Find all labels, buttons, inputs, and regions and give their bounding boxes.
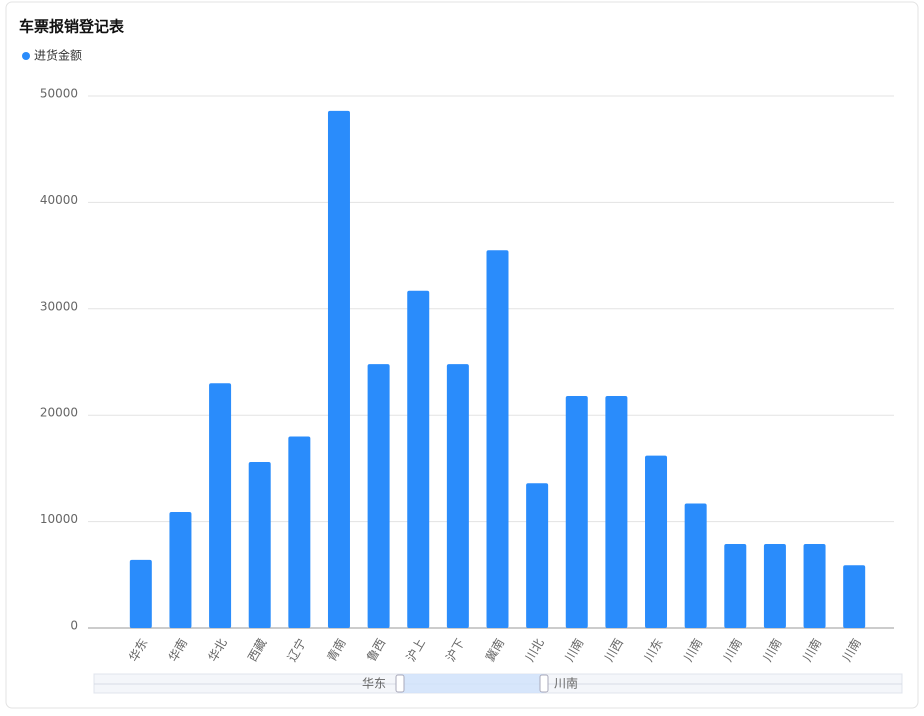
chart-title: 车票报销登记表 (19, 18, 125, 36)
y-tick-label: 40000 (40, 193, 78, 207)
legend-marker (22, 52, 30, 60)
zoom-start-label: 华东 (362, 677, 386, 691)
y-tick-label: 20000 (40, 406, 78, 420)
legend-label: 进货金额 (34, 48, 82, 63)
y-tick-label: 50000 (40, 87, 78, 101)
bar (803, 543, 826, 628)
zoom-window[interactable] (400, 674, 544, 693)
bar (367, 364, 390, 628)
y-tick-label: 0 (70, 619, 78, 633)
y-tick-label: 10000 (40, 512, 78, 526)
bar (129, 559, 152, 628)
bar (209, 383, 232, 628)
bar (724, 543, 747, 628)
bar (288, 436, 311, 628)
bar (565, 396, 588, 628)
bar (407, 290, 430, 628)
zoom-handle[interactable] (539, 674, 549, 693)
bar (645, 455, 668, 628)
bar (169, 512, 192, 628)
bar (486, 250, 509, 628)
bar (684, 503, 707, 628)
bar (446, 364, 469, 628)
bar (763, 543, 786, 628)
y-tick-label: 30000 (40, 299, 78, 313)
zoom-end-label: 川南 (554, 676, 578, 691)
bar (327, 110, 350, 628)
bar (526, 483, 549, 628)
zoom-handle[interactable] (395, 674, 405, 693)
bar (248, 462, 271, 628)
bar (843, 565, 866, 628)
bar (605, 396, 628, 628)
